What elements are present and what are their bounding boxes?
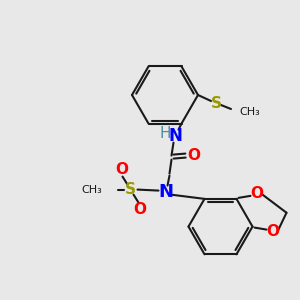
- Text: CH₃: CH₃: [239, 107, 260, 117]
- Text: O: O: [187, 148, 200, 163]
- Text: N: N: [158, 183, 173, 201]
- Text: H: H: [160, 126, 171, 141]
- Text: O: O: [266, 224, 279, 239]
- Text: N: N: [169, 127, 182, 145]
- Text: O: O: [133, 202, 146, 217]
- Text: S: S: [211, 95, 221, 110]
- Text: O: O: [115, 162, 128, 177]
- Text: O: O: [250, 186, 263, 201]
- Text: CH₃: CH₃: [82, 184, 103, 195]
- Text: S: S: [125, 182, 136, 197]
